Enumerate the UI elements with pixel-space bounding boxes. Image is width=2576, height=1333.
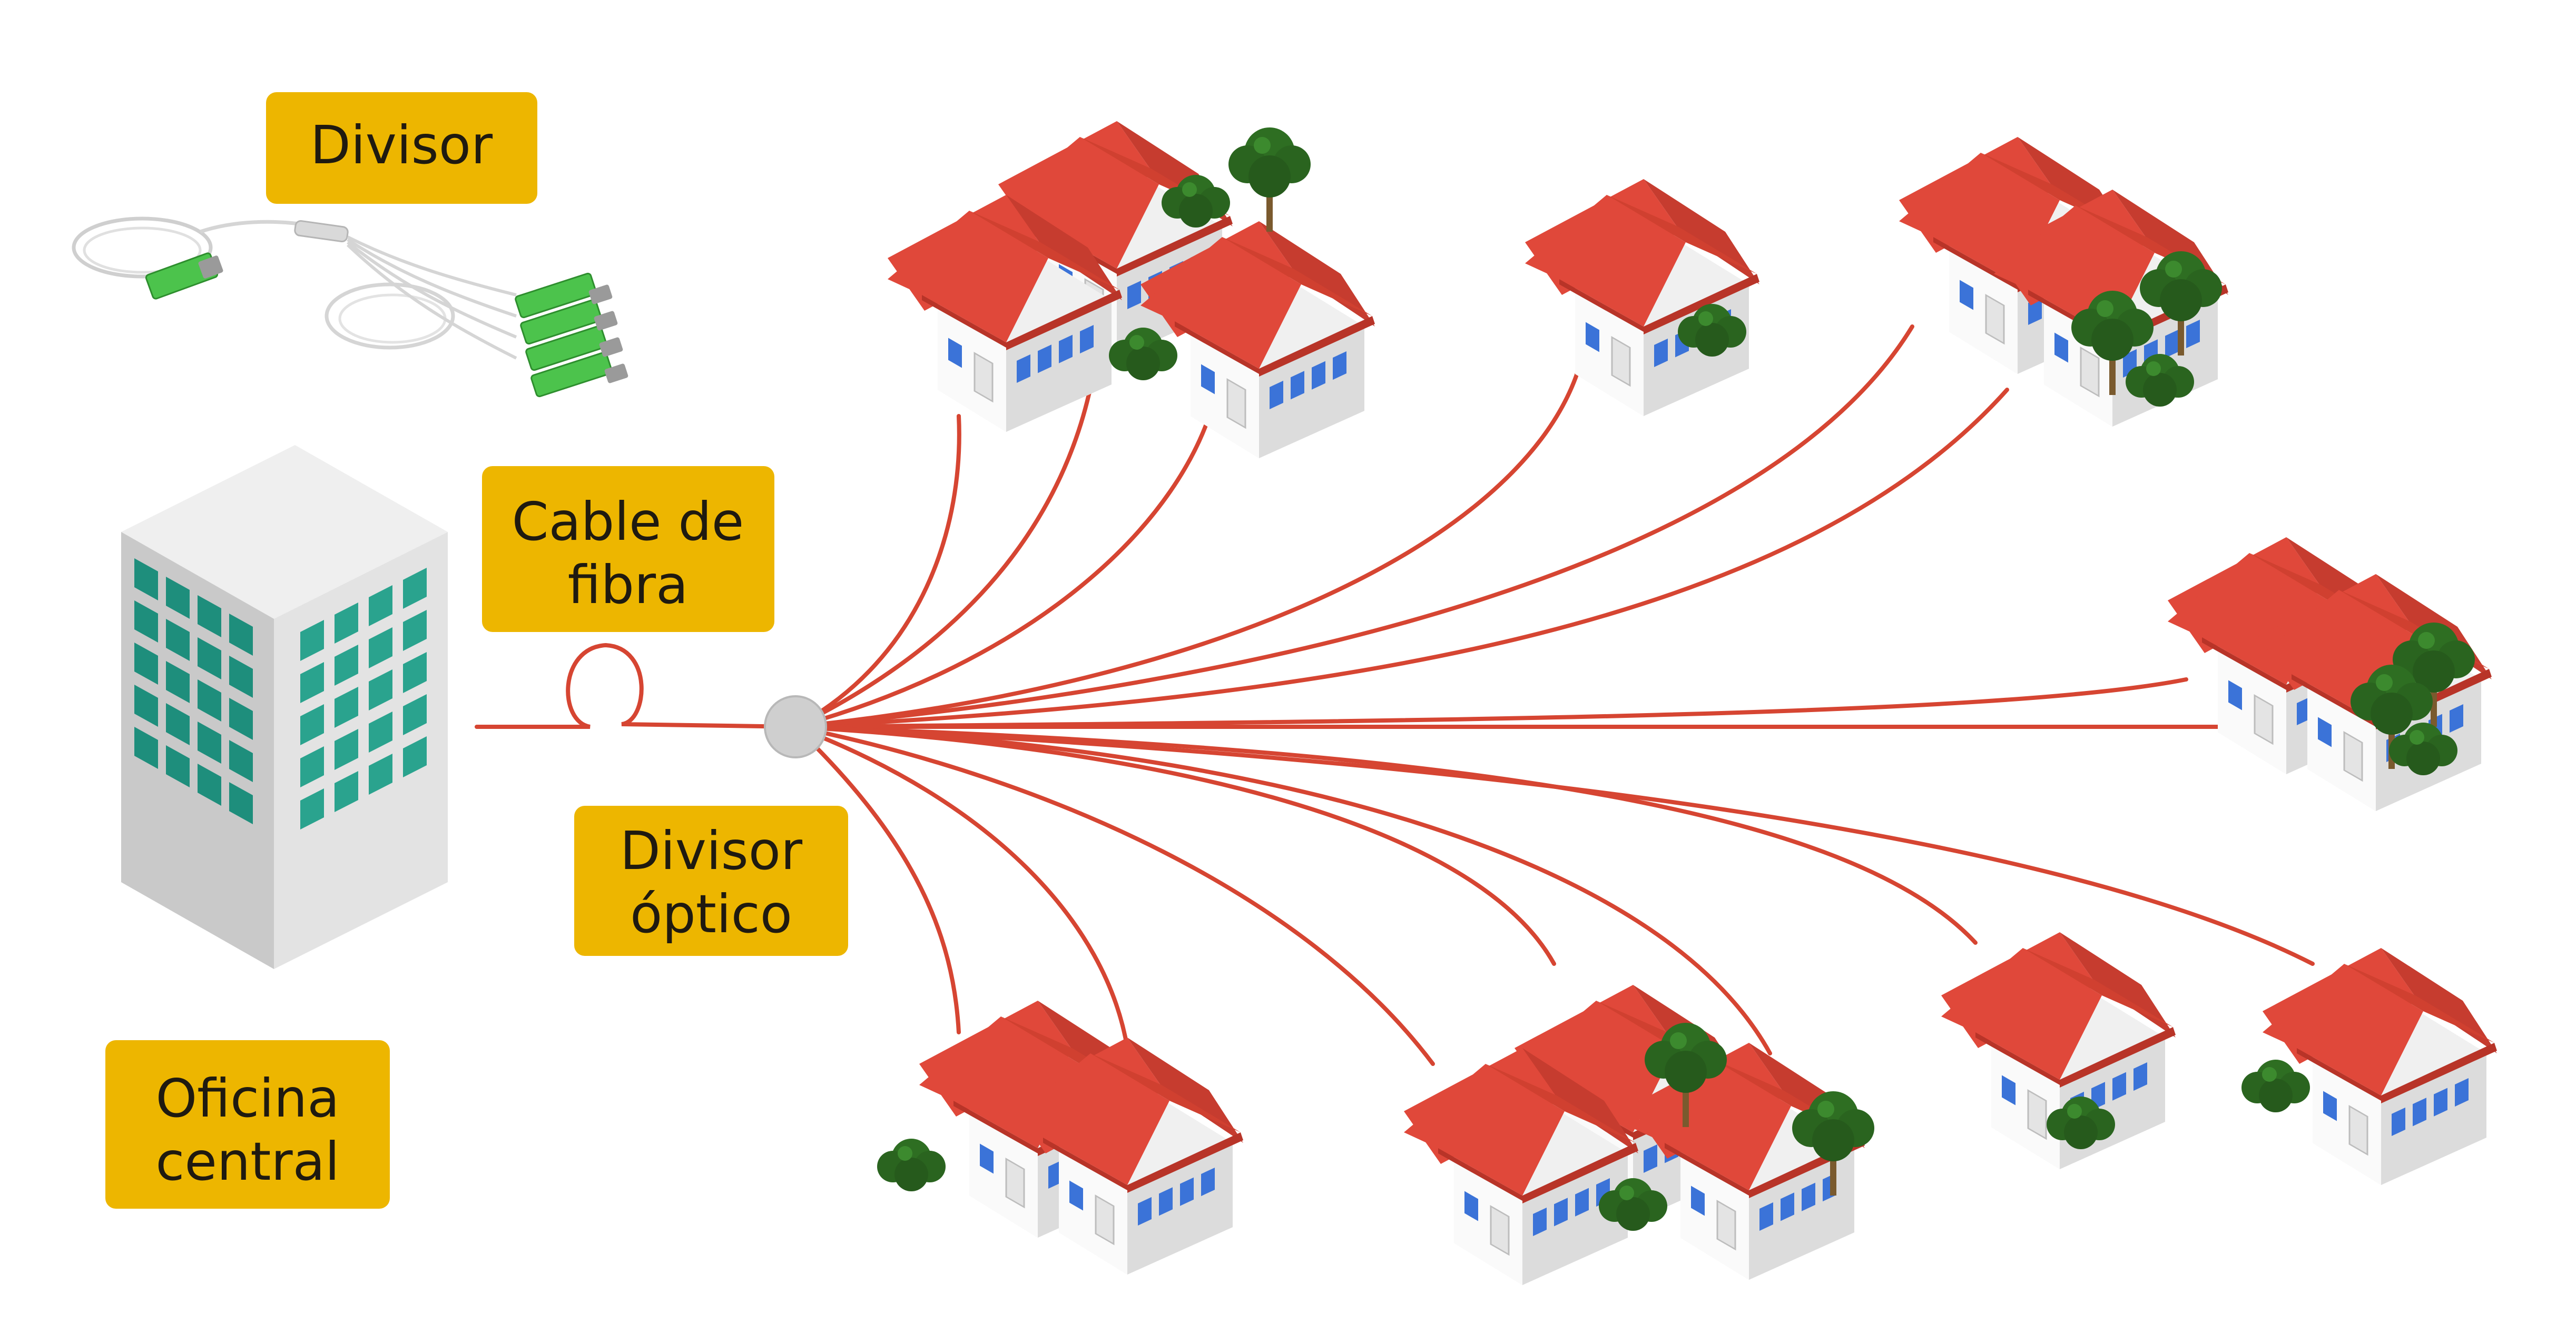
label-office-line1: Oficina (155, 1068, 339, 1129)
house-icon (1524, 178, 1761, 417)
label-oficina-central: Oficina central (105, 1040, 390, 1209)
plc-splitter-device-icon (72, 216, 628, 398)
tree-icon (2241, 1060, 2310, 1112)
tree-icon (877, 1139, 946, 1191)
label-divisor-optico: Divisor óptico (574, 806, 848, 956)
label-office-line2: central (155, 1131, 339, 1192)
label-divisor-text: Divisor (310, 114, 493, 176)
optical-splitter-node (764, 695, 827, 758)
label-optical-line1: Divisor (620, 820, 803, 882)
label-cable-line1: Cable de (512, 491, 744, 552)
label-optical-line2: óptico (630, 883, 792, 945)
label-divisor: Divisor (266, 92, 537, 204)
office-building-icon (121, 445, 448, 969)
fiber-drop-lines (793, 298, 2315, 1066)
fiber-cable (475, 643, 798, 729)
house-icon (2262, 947, 2498, 1186)
label-cable-de-fibra: Cable de fibra (482, 466, 774, 632)
tree-icon (1228, 127, 1311, 232)
label-cable-line2: fibra (568, 554, 689, 616)
